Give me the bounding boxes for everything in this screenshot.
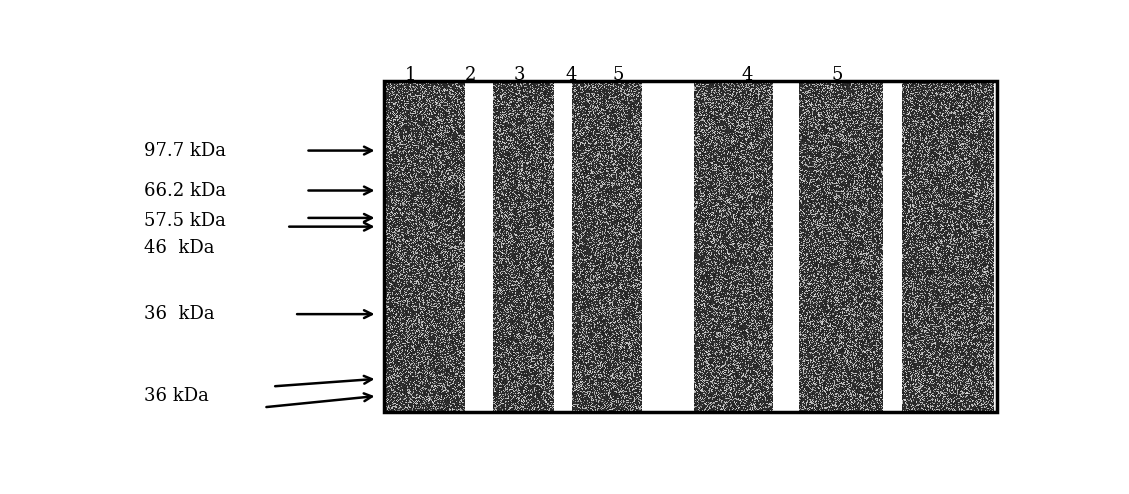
Text: 46  kDa: 46 kDa (143, 239, 215, 256)
Text: 1: 1 (405, 66, 417, 84)
Bar (641, 81, 694, 412)
Text: 3: 3 (514, 66, 525, 84)
Text: 2: 2 (464, 66, 475, 84)
Text: 36 kDa: 36 kDa (143, 387, 209, 405)
Text: 5: 5 (832, 66, 843, 84)
Text: 36  kDa: 36 kDa (143, 305, 215, 323)
Bar (384, 81, 997, 412)
Bar (554, 81, 572, 412)
Bar (465, 81, 493, 412)
Text: 66.2 kDa: 66.2 kDa (143, 181, 226, 200)
Text: 97.7 kDa: 97.7 kDa (143, 142, 226, 160)
Text: 4: 4 (564, 66, 577, 84)
Bar (384, 81, 997, 412)
Bar (883, 81, 902, 412)
Text: 5: 5 (612, 66, 623, 84)
Bar (773, 81, 799, 412)
Text: 57.5 kDa: 57.5 kDa (143, 212, 226, 230)
Text: 4: 4 (742, 66, 753, 84)
